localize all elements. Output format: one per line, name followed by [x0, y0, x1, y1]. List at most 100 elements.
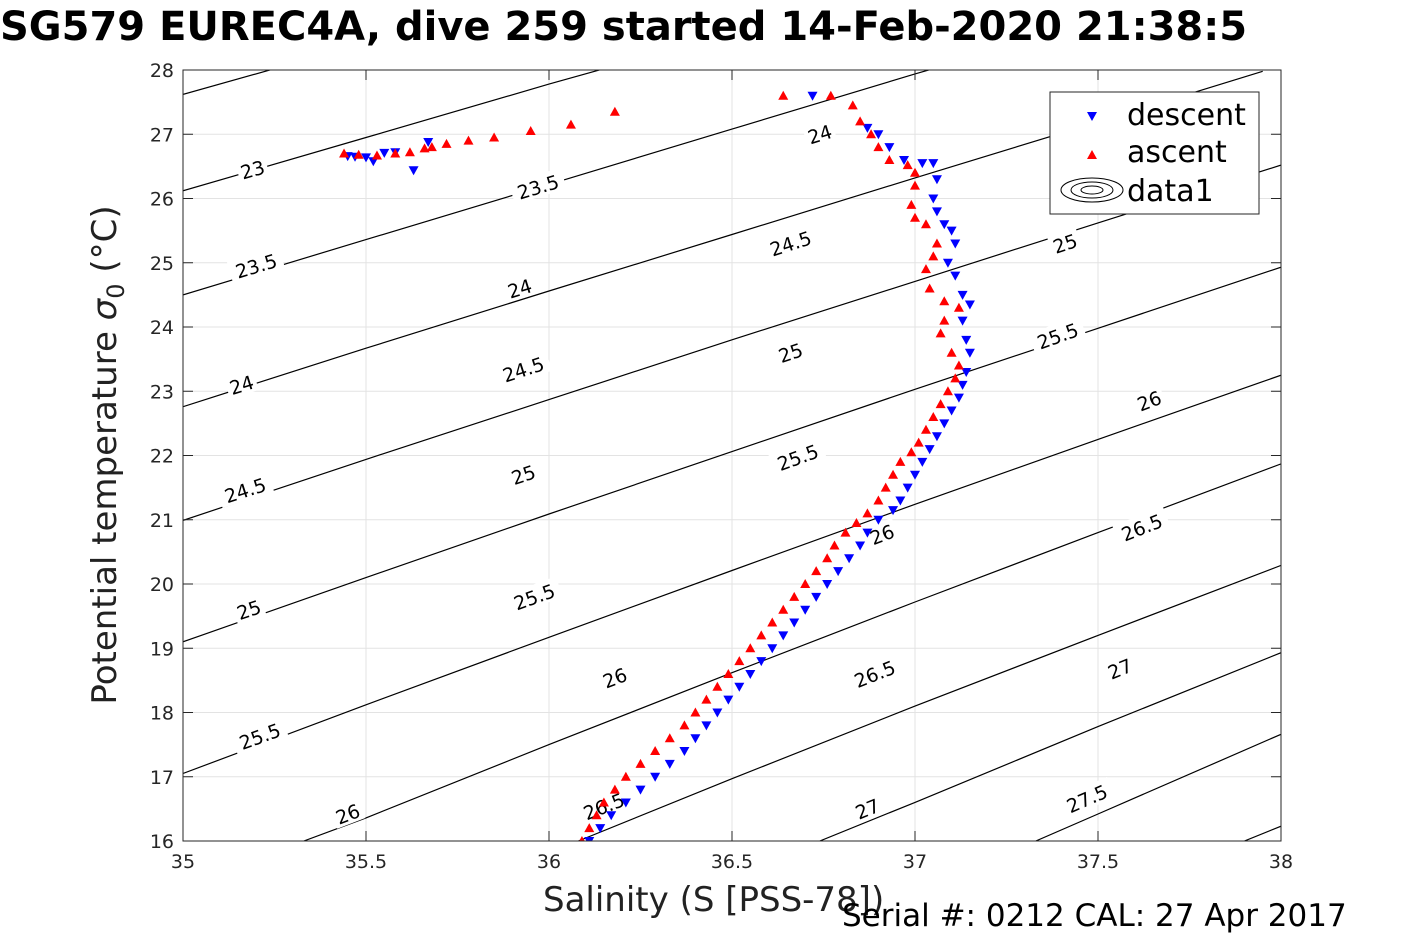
x-tick-label: 37.5	[1077, 851, 1119, 873]
contour-label-bg	[234, 153, 270, 184]
ascent-point	[822, 553, 833, 563]
ascent-point	[906, 199, 917, 209]
isopycnal-26	[303, 463, 1281, 841]
contour-label-bg	[848, 792, 886, 824]
descent-point	[679, 747, 690, 757]
descent-point	[423, 137, 434, 147]
ascent-point	[866, 129, 877, 139]
x-tick-label: 35	[171, 851, 195, 873]
descent-point	[964, 348, 975, 358]
ascent-point	[840, 527, 851, 537]
ascent-point	[800, 579, 811, 588]
contour-label-bg	[1130, 384, 1167, 416]
contour-label-bg	[761, 223, 820, 262]
ascent-point	[920, 424, 931, 434]
descent-point	[745, 669, 756, 679]
legend-ascent-label: ascent	[1127, 135, 1227, 170]
descent-point	[767, 644, 778, 654]
contour-label-bg	[508, 167, 567, 205]
isopycnal-24-5	[183, 164, 1281, 521]
ascent-point	[913, 437, 924, 447]
ascent-point	[390, 148, 401, 158]
ascent-point	[679, 720, 690, 730]
descent-point	[650, 772, 661, 782]
contour-label-bg	[1112, 506, 1171, 547]
descent-point	[917, 457, 928, 467]
contour-label-bg	[493, 349, 553, 388]
svg-text:Potential temperature σ0 (°C): Potential temperature σ0 (°C)	[85, 205, 130, 704]
ascent-point	[778, 604, 789, 614]
descent-point	[950, 271, 961, 281]
descent-point	[789, 618, 800, 628]
ascent-point	[906, 447, 917, 457]
contour-legend-icon	[1060, 177, 1124, 203]
contour-label-bg	[329, 797, 366, 829]
descent-point	[606, 811, 617, 821]
y-axis-label: Potential temperature σ0 (°C)	[85, 205, 130, 704]
descent-point	[957, 316, 968, 326]
ylabel-unit: (°C)	[85, 205, 125, 283]
ascent-point	[953, 360, 964, 370]
ascent-point	[939, 296, 950, 306]
isopycnal-27-5	[1035, 733, 1281, 841]
isopycnal-27	[819, 652, 1281, 841]
descent-point	[701, 721, 712, 731]
ascent-point	[825, 90, 836, 100]
ascent-point	[910, 180, 920, 190]
contour-label-bg	[1101, 652, 1138, 684]
ascent-point	[584, 823, 595, 833]
ascent-point	[489, 132, 500, 142]
y-tick-label: 27	[150, 124, 174, 146]
ascent-point	[851, 517, 862, 527]
isopycnal-23	[183, 70, 602, 192]
descent-point	[811, 592, 822, 602]
ascent-point	[920, 264, 931, 274]
ylabel-symbol: σ	[85, 297, 125, 320]
contour-label-bg	[226, 246, 285, 284]
ascent-point	[920, 219, 931, 229]
contour-label-bg	[801, 118, 838, 149]
descent-point	[664, 759, 675, 769]
ascent-point	[565, 119, 576, 129]
descent-point	[895, 496, 906, 506]
y-tick-label: 22	[150, 446, 174, 468]
calibration-footer: Serial #: 0212 CAL: 27 Apr 2017	[842, 898, 1347, 934]
descent-point	[942, 258, 953, 268]
descent-point	[910, 470, 920, 480]
ascent-point	[939, 315, 950, 325]
ascent-point	[712, 681, 723, 691]
descent-point	[584, 837, 595, 841]
ascent-point	[942, 386, 953, 396]
contour-label: 25	[505, 458, 541, 490]
ascent-point	[895, 456, 906, 466]
ascent-point	[339, 148, 350, 158]
contour-label: 23	[234, 153, 270, 184]
contour-label-bg	[230, 715, 289, 755]
descent-point	[888, 506, 899, 516]
legend-data1-label: data1	[1127, 174, 1214, 209]
ascent-point	[353, 149, 364, 159]
ascent-point	[723, 668, 734, 678]
contour-label: 25	[230, 593, 267, 625]
descent-point	[931, 432, 942, 442]
ascent-point	[902, 160, 913, 170]
ascent-point	[953, 302, 964, 312]
descent-point	[884, 143, 895, 153]
descent-point	[734, 682, 745, 692]
descent-point	[712, 708, 723, 718]
ascent-point	[609, 784, 620, 794]
descent-point	[595, 824, 606, 834]
contour-label-bg	[501, 272, 538, 303]
descent-point	[957, 380, 968, 390]
contour-label-bg	[215, 470, 274, 509]
ascent-point	[701, 694, 712, 704]
descent-point	[873, 515, 884, 525]
isopycnal-22-5	[183, 70, 273, 95]
y-tick-label: 26	[150, 189, 174, 211]
ascent-point	[598, 797, 609, 807]
ascent-point	[931, 238, 942, 248]
y-tick-label: 16	[150, 831, 174, 853]
ascent-point	[635, 758, 646, 768]
y-tick-label: 25	[150, 253, 174, 275]
ascent-point	[924, 283, 935, 293]
